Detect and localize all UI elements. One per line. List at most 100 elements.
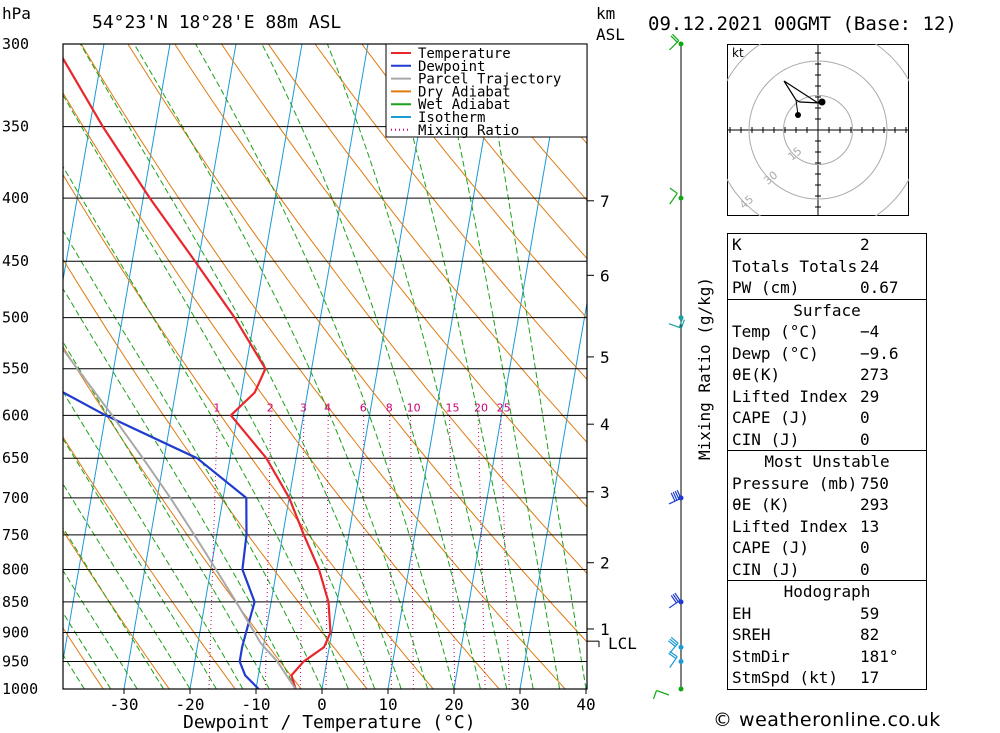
wind-barb-flag	[678, 318, 683, 328]
mu-cin-label: CIN (J)	[732, 559, 800, 579]
mixing-ratio-label: 6	[360, 401, 367, 414]
legend-entry: Isotherm	[418, 110, 485, 126]
wind-barb-flag	[672, 491, 678, 501]
mixing-ratio-label: 4	[324, 401, 331, 414]
index-box-most-unstable: Most Unstable Pressure (mb) 750 θE (K) 293…	[727, 451, 927, 581]
sreh-value: 82	[860, 625, 880, 644]
wet-adiabat-line	[63, 229, 323, 689]
x-tick-label: 30	[510, 695, 529, 714]
surface-temp-row: Temp (°C) −4	[728, 321, 926, 343]
surface-dewp-value: −9.6	[860, 343, 899, 363]
mu-li-label: Lifted Index	[732, 516, 848, 536]
wind-barb-flag	[667, 640, 676, 647]
lcl-label: LCL	[608, 634, 637, 653]
stmspd-row: StmSpd (kt) 17	[728, 667, 926, 689]
isotherm-line	[63, 44, 105, 283]
pressure-tick-label: 550	[2, 360, 29, 378]
dry-adiabat-line	[63, 529, 170, 689]
surface-thetae-value: 273	[860, 365, 889, 384]
mixing-ratio-axis-label: Mixing Ratio (g/kg)	[695, 277, 714, 460]
height-tick-label: 6	[600, 266, 610, 285]
legend-entry: Dewpoint	[418, 59, 485, 75]
eh-label: EH	[732, 603, 752, 623]
dry-adiabat-line	[267, 44, 587, 444]
surface-cin-value: 0	[860, 429, 870, 449]
pressure-tick-label: 800	[2, 560, 29, 578]
eh-value: 59	[860, 603, 880, 623]
storm-motion-line	[795, 99, 799, 116]
mu-pressure-row: Pressure (mb) 750	[728, 473, 926, 495]
x-tick-label: -20	[176, 695, 205, 714]
credit-link[interactable]: © weatheronline.co.uk	[713, 709, 941, 731]
legend-box	[385, 43, 588, 138]
mu-li-row: Lifted Index 13	[728, 516, 926, 538]
wind-barb-staff	[669, 656, 678, 668]
mixing-ratio-label: 8	[386, 401, 393, 414]
height-tick-label: 1	[600, 620, 610, 639]
height-tick-label: 5	[600, 348, 610, 367]
legend-entry: Temperature	[418, 46, 511, 62]
axes: 3003504004505005506006507007508008509009…	[2, 35, 596, 714]
height-tick-label: 7	[600, 192, 610, 211]
series-parcel-trajectory	[63, 347, 297, 689]
dry-adiabat-line	[63, 173, 434, 689]
wet-adiabat-line	[133, 44, 429, 689]
mixing-ratio-line	[410, 415, 414, 689]
series-dewpoint	[63, 390, 260, 689]
location-label: 54°23'N 18°28'E 88m ASL	[92, 12, 341, 33]
surface-cape-row: CAPE (J) 0	[728, 407, 926, 429]
surface-dewp-row: Dewp (°C) −9.6	[728, 343, 926, 365]
wind-point	[678, 315, 684, 321]
stmspd-label: StmSpd (kt)	[732, 668, 838, 687]
surface-title: Surface	[793, 300, 861, 320]
mixing-ratio-line	[389, 415, 392, 689]
wet-adiabat-line	[63, 341, 270, 689]
stmspd-value: 17	[860, 668, 880, 687]
mixing-ratio-line	[477, 415, 486, 689]
pressure-tick-label: 850	[2, 593, 29, 611]
hodograph-ring	[783, 95, 853, 165]
wet-adiabat-line	[261, 44, 481, 689]
mixing-ratio-line	[500, 415, 510, 689]
surface-cape-label: CAPE (J)	[732, 408, 810, 427]
mu-cape-label: CAPE (J)	[732, 538, 810, 557]
totals-totals-row: Totals Totals 24	[728, 256, 926, 278]
wind-barb-flag	[670, 595, 677, 604]
pressure-tick-label: 500	[2, 309, 29, 327]
mixing-ratio-label: 2	[267, 401, 274, 414]
legend-entry: Wet Adiabat	[418, 97, 511, 113]
height-tick-label: 4	[600, 415, 610, 434]
wind-barb-flag	[669, 187, 678, 194]
isotherm-line	[123, 44, 237, 689]
wind-point	[678, 41, 684, 47]
dry-adiabat-line	[408, 44, 587, 260]
mixing-ratio-line	[449, 415, 456, 689]
pressure-tick-label: 950	[2, 653, 29, 671]
wind-barb-flag	[670, 35, 678, 43]
surface-li-label: Lifted Index	[732, 386, 848, 406]
surface-cape-value: 0	[860, 408, 870, 427]
surface-li-row: Lifted Index 29	[728, 386, 926, 408]
mixing-ratio-label: 20	[474, 401, 488, 414]
pressure-tick-label: 700	[2, 489, 29, 507]
k-index-value: 2	[860, 235, 870, 254]
pressure-tick-label: 450	[2, 252, 29, 270]
x-tick-label: 40	[576, 695, 595, 714]
dry-adiabat-line	[174, 44, 587, 575]
index-box-surface: Surface Temp (°C) −4 Dewp (°C) −9.6 θE(K) 2…	[727, 299, 927, 451]
pressure-tick-label: 350	[2, 118, 29, 136]
isotherm-line	[387, 44, 501, 689]
x-tick-label: 0	[317, 695, 327, 714]
series-temperature	[63, 56, 332, 689]
wet-adiabat-line	[482, 44, 587, 689]
wind-barb-flag	[672, 593, 679, 602]
wind-profile	[652, 33, 685, 700]
height-asl-label: ASL	[596, 25, 625, 44]
wind-point	[678, 644, 684, 650]
legend-entry: Dry Adiabat	[418, 84, 511, 100]
mu-pressure-value: 750	[860, 473, 889, 493]
wind-barb-flag	[669, 638, 678, 646]
totals-totals-value: 24	[860, 256, 880, 276]
stmdir-label: StmDir	[732, 646, 790, 666]
